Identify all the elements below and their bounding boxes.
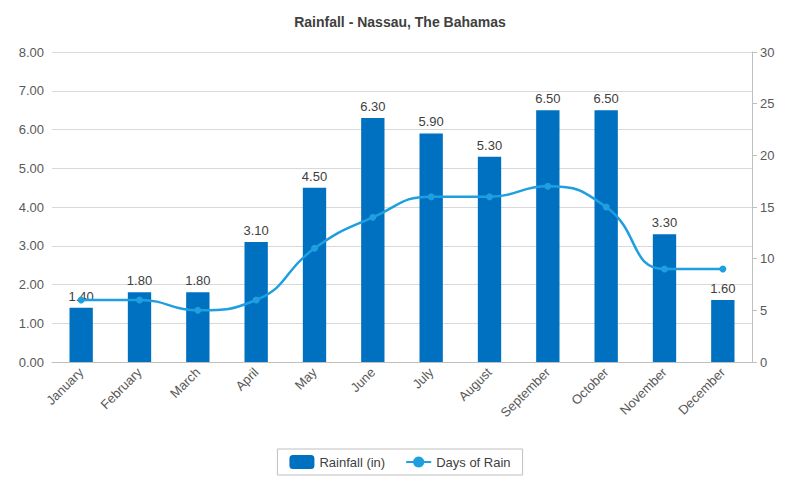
svg-text:1.00: 1.00: [19, 316, 44, 331]
svg-text:1.80: 1.80: [185, 273, 210, 288]
svg-text:1.40: 1.40: [69, 289, 94, 304]
svg-text:1.80: 1.80: [127, 273, 152, 288]
svg-text:4.50: 4.50: [302, 169, 327, 184]
svg-text:6.30: 6.30: [360, 99, 385, 114]
svg-text:6.50: 6.50: [594, 91, 619, 106]
svg-text:2.00: 2.00: [19, 277, 44, 292]
svg-text:May: May: [292, 364, 320, 392]
svg-text:5.00: 5.00: [19, 161, 44, 176]
svg-text:3.30: 3.30: [652, 215, 677, 230]
svg-text:8.00: 8.00: [19, 45, 44, 60]
svg-text:5.30: 5.30: [477, 138, 502, 153]
svg-text:Days of Rain: Days of Rain: [436, 455, 510, 470]
svg-text:6.50: 6.50: [535, 91, 560, 106]
svg-text:Rainfall (in): Rainfall (in): [319, 455, 385, 470]
svg-text:April: April: [232, 365, 261, 394]
svg-text:July: July: [410, 364, 437, 391]
svg-text:January: January: [43, 364, 87, 408]
svg-text:5.90: 5.90: [419, 114, 444, 129]
svg-text:6.00: 6.00: [19, 122, 44, 137]
svg-text:August: August: [456, 364, 495, 403]
svg-text:October: October: [568, 364, 612, 408]
svg-text:March: March: [167, 365, 203, 401]
svg-text:February: February: [97, 364, 145, 412]
svg-text:4.00: 4.00: [19, 200, 44, 215]
svg-text:0.00: 0.00: [19, 355, 44, 370]
svg-text:Rainfall - Nassau, The Bahamas: Rainfall - Nassau, The Bahamas: [294, 14, 506, 30]
svg-text:3.00: 3.00: [19, 238, 44, 253]
svg-text:5: 5: [760, 303, 767, 318]
svg-text:7.00: 7.00: [19, 83, 44, 98]
svg-text:20: 20: [760, 148, 774, 163]
svg-text:0: 0: [760, 355, 767, 370]
svg-text:December: December: [675, 364, 728, 417]
svg-text:30: 30: [760, 45, 774, 60]
svg-text:September: September: [498, 364, 554, 420]
svg-text:15: 15: [760, 200, 774, 215]
svg-text:June: June: [348, 365, 379, 396]
svg-text:3.10: 3.10: [244, 223, 269, 238]
svg-text:25: 25: [760, 96, 774, 111]
svg-text:1.60: 1.60: [710, 281, 735, 296]
svg-text:November: November: [617, 364, 670, 417]
svg-text:10: 10: [760, 251, 774, 266]
